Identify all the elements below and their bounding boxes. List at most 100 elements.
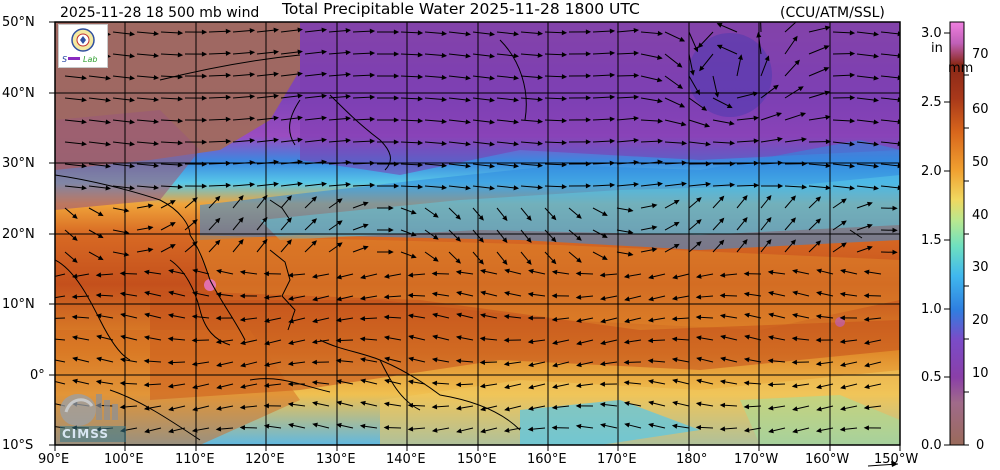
wind-vector-head (576, 213, 582, 219)
wind-vector-head (696, 219, 702, 225)
wind-vector-head (801, 137, 807, 143)
wind-vector-head (695, 424, 702, 431)
wind-vector-head (705, 181, 712, 187)
wind-vector-head (359, 423, 366, 429)
wind-vector-head (705, 161, 712, 167)
wind-vector-head (336, 274, 342, 280)
wind-vector-head (192, 406, 198, 412)
wind-vector-head (105, 97, 111, 103)
wind-vector-head (576, 362, 582, 368)
wind-vector-head (647, 317, 654, 323)
wind-vector-head (215, 315, 221, 321)
wind-vector-head (767, 358, 774, 364)
wind-vector-head (657, 138, 664, 144)
wind-vector-head (417, 140, 424, 146)
wind-vector-head (648, 274, 654, 280)
wind-vector-head (263, 423, 270, 429)
wind-vector-head (288, 422, 294, 428)
wind-vector-head (123, 207, 130, 213)
wind-vector-head (825, 162, 832, 169)
wind-vector-head (384, 378, 390, 384)
wind-vector-head (489, 163, 495, 169)
wind-vector-head (816, 384, 822, 390)
wind-vector-head (479, 336, 486, 342)
wind-vector-head (528, 362, 534, 368)
wind-vector-head (824, 90, 831, 96)
wind-vector-head (383, 273, 390, 279)
wind-vector-head (701, 105, 708, 111)
wind-vector-head (369, 72, 376, 78)
wind-vector-head (456, 290, 462, 296)
wind-vector-head (273, 159, 280, 165)
wind-vector-head (311, 273, 318, 279)
wind-vector-head (215, 405, 222, 411)
wind-vector-head (623, 273, 630, 279)
wind-vector-head (441, 184, 448, 190)
wind-vector-head (743, 291, 750, 297)
wind-vector-head (388, 205, 394, 211)
wind-vector-head (681, 181, 687, 187)
wind-vector-head (767, 381, 774, 388)
wind-vector-head (71, 335, 78, 341)
wind-vector-head (599, 381, 605, 387)
wind-vector-head (489, 97, 495, 103)
wind-vector-head (585, 139, 592, 145)
wind-vector-head (143, 405, 150, 411)
wind-vector-head (676, 62, 683, 68)
wind-vector-head (345, 94, 352, 100)
wind-vector-head (504, 384, 510, 390)
wind-vector-head (129, 185, 136, 191)
wind-vector-head (753, 115, 760, 121)
wind-vector-head (719, 426, 726, 432)
wind-vector-head (729, 120, 735, 126)
wind-vector-head (167, 336, 174, 342)
wind-vector-head (575, 294, 582, 300)
wind-vector-head (873, 75, 879, 81)
wind-vector-head (759, 11, 762, 15)
wind-vector-head (537, 184, 544, 190)
wind-vector-head (239, 316, 246, 323)
wind-vector-head (417, 96, 424, 102)
wind-vector-head (97, 255, 104, 261)
wind-vector-head (144, 428, 150, 434)
wind-vector-head (729, 161, 736, 167)
wind-vector-head (689, 70, 695, 76)
wind-vector-head (753, 138, 760, 144)
wind-vector-head (561, 74, 568, 80)
wind-vector-head (321, 93, 328, 99)
wind-vector-head (816, 268, 822, 274)
wind-vector-head (335, 379, 342, 385)
wind-vector-head (321, 115, 328, 121)
wind-vector-head (168, 428, 174, 434)
wind-vector-head (647, 358, 654, 364)
wind-vector-head (431, 291, 438, 297)
wind-vector-head (849, 118, 856, 124)
wind-vector-head (776, 112, 783, 118)
wind-vector-head (297, 159, 303, 165)
wind-vector-head (49, 425, 53, 428)
wind-vector-head (286, 239, 292, 245)
wind-vector-head (609, 50, 616, 56)
lat-label-30n: 30°N (2, 156, 35, 171)
wind-vector-head (417, 74, 424, 80)
wind-vector-head (480, 290, 486, 296)
lat-label-20n: 20°N (2, 227, 35, 242)
wind-vector-head (192, 241, 198, 247)
wind-vector-head (791, 336, 798, 342)
wind-vector-head (576, 235, 582, 241)
wind-vector-head (764, 55, 770, 62)
wind-vector-head (153, 31, 160, 37)
wind-vector-head (72, 213, 78, 219)
wind-vector-head (225, 50, 232, 56)
colorbar (949, 21, 965, 446)
wind-vector-head (609, 72, 616, 78)
wind-vector-head (504, 406, 510, 412)
wind-vector-shaft (55, 359, 66, 363)
wind-vector-head (480, 428, 486, 434)
wind-vector-head (336, 400, 342, 406)
wind-vector-head (168, 268, 174, 274)
wind-vector-head (369, 50, 376, 56)
wind-vector-head (321, 49, 328, 55)
wind-vector-head (49, 296, 53, 299)
wind-vector-head (410, 253, 417, 259)
